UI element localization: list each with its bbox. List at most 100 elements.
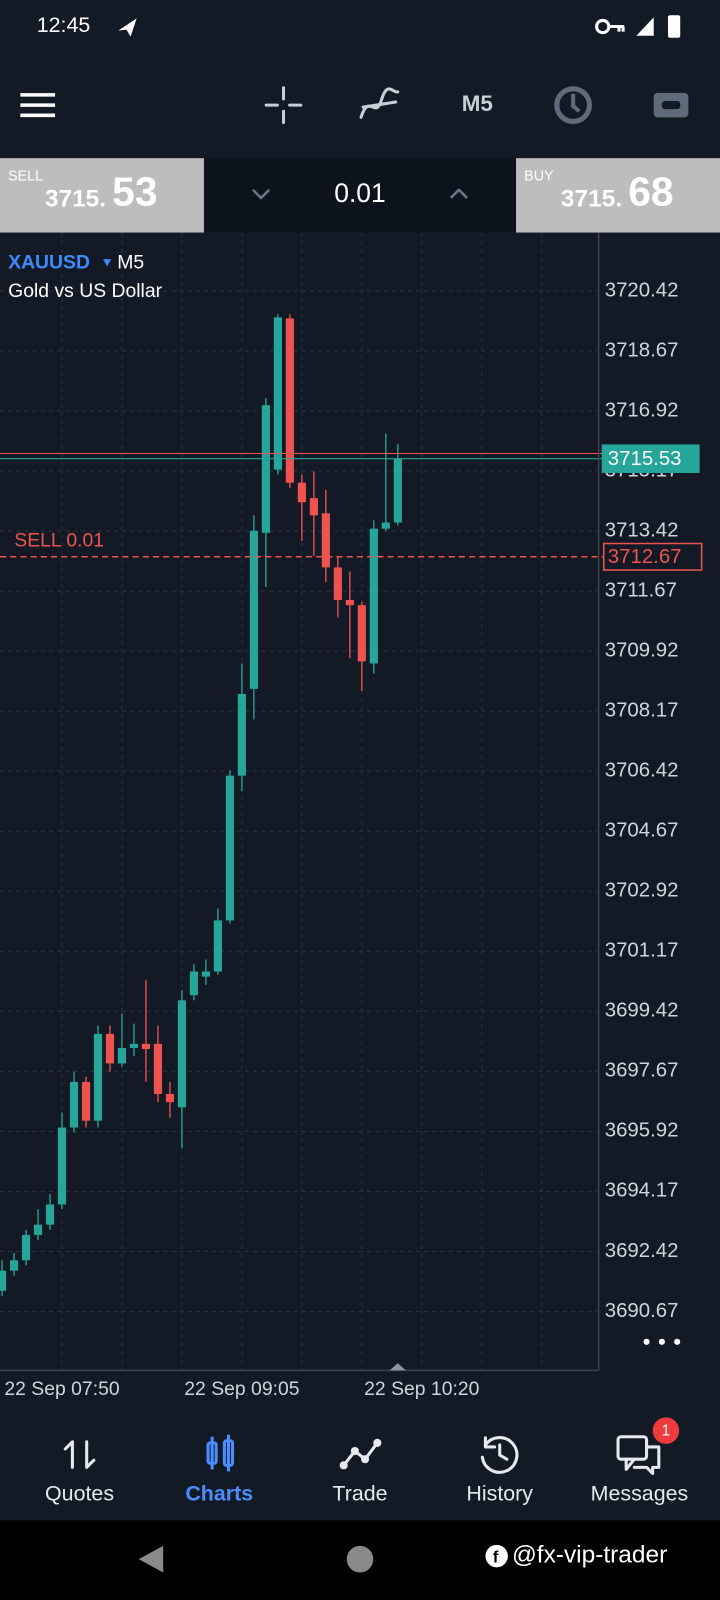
candle-body: [177, 1000, 187, 1108]
x-tick-label: 22 Sep 10:20: [364, 1378, 479, 1400]
buy-label: BUY: [524, 168, 554, 184]
grid: [0, 232, 599, 1371]
volume-down[interactable]: [252, 188, 271, 200]
y-tick-label: 3706.42: [605, 760, 679, 782]
candle-body: [369, 528, 378, 664]
quotes-icon: [63, 1440, 96, 1469]
volume[interactable]: 0.01: [334, 178, 386, 208]
candle-body: [189, 971, 199, 996]
sell-button[interactable]: [0, 158, 204, 233]
candle-body: [141, 1043, 151, 1050]
indicators-button[interactable]: [359, 87, 400, 119]
y-tick-label: 3718.67: [605, 339, 679, 361]
y-tick-label: 3704.67: [605, 820, 679, 842]
nav-bar: Quotes Charts Trade History Messages: [45, 1482, 688, 1506]
candle-body: [117, 1047, 127, 1064]
candle-body: [273, 317, 282, 470]
candle-body: [93, 1033, 103, 1121]
y-tick-label: 3695.92: [605, 1120, 679, 1142]
more-dots[interactable]: [643, 1338, 681, 1345]
candles: SELL 0.01: [0, 314, 700, 1296]
candle-body: [81, 1081, 91, 1121]
buy-button[interactable]: [516, 158, 720, 233]
timeframe-button[interactable]: M5: [462, 91, 493, 116]
y-tick-label: 3709.92: [605, 640, 679, 662]
nav-bg: [0, 1423, 720, 1521]
candle-body: [0, 1270, 7, 1291]
candle-body: [297, 482, 306, 503]
sell-price-main: 3715.: [45, 185, 106, 212]
candle-body: [333, 567, 342, 601]
back-button[interactable]: [138, 1545, 164, 1573]
y-tick-label: 3694.17: [605, 1180, 679, 1202]
y-tick-label: 3692.42: [605, 1240, 679, 1262]
menu-button[interactable]: [20, 93, 56, 118]
candle-body: [357, 605, 366, 662]
candle-body: [45, 1204, 55, 1225]
crosshair-button[interactable]: [264, 86, 303, 124]
candle-body: [321, 513, 330, 568]
candle-body: [345, 600, 354, 606]
watermark: @fx-vip-trader: [512, 1542, 667, 1569]
candle-body: [225, 775, 234, 921]
y-tick-label: 3713.42: [605, 519, 679, 541]
candle-body: [309, 498, 318, 516]
candle-body: [213, 920, 222, 972]
charts-icon: [206, 1434, 235, 1472]
candle-body: [285, 318, 294, 483]
facebook-glyph: f: [493, 1548, 499, 1566]
candle-body: [129, 1043, 139, 1048]
nav-item[interactable]: Quotes: [45, 1482, 114, 1506]
candle-body: [381, 522, 390, 529]
y-tick-label: 3720.42: [605, 279, 679, 301]
bid-label-bg: [601, 444, 700, 473]
position-price: 3712.67: [608, 546, 682, 568]
y-tick-label: 3701.17: [605, 940, 679, 962]
facebook-icon: [485, 1544, 508, 1568]
y-tick-label: 3690.67: [605, 1300, 679, 1322]
nav-item[interactable]: Charts: [185, 1482, 253, 1506]
y-tick-label: 3711.67: [605, 579, 677, 601]
scroll-marker: [389, 1363, 406, 1371]
link-button[interactable]: [653, 92, 689, 118]
price-labels: 3720.423718.673716.923715.173713.423711.…: [4, 279, 703, 1400]
y-tick-label: 3697.67: [605, 1060, 679, 1082]
nav-item[interactable]: Messages: [591, 1482, 689, 1506]
candle-body: [57, 1127, 67, 1205]
y-tick-label: 3716.92: [605, 399, 679, 421]
buy-price-big: 68: [628, 169, 673, 215]
chart-bg: [0, 232, 720, 1424]
candle-body: [393, 458, 402, 523]
y-tick-label: 3699.42: [605, 1000, 679, 1022]
status-icons: [595, 15, 681, 38]
x-tick-label: 22 Sep 09:05: [184, 1378, 299, 1400]
buy-price-main: 3715.: [561, 185, 622, 212]
candle-body: [165, 1093, 175, 1103]
nav-item[interactable]: Trade: [332, 1482, 387, 1506]
sell-label: SELL: [8, 168, 43, 184]
telegram-icon: [118, 18, 137, 37]
symbol-dropdown[interactable]: [103, 259, 112, 267]
symbol[interactable]: XAUUSD: [8, 251, 90, 273]
volume-up[interactable]: [449, 187, 468, 199]
sell-price-big: 53: [112, 169, 157, 215]
badge: [652, 1417, 680, 1444]
candle-body: [69, 1081, 79, 1128]
nav-item[interactable]: History: [466, 1482, 533, 1506]
position-price-bg: [602, 542, 703, 571]
history-icon: [480, 1436, 519, 1474]
candle-body: [33, 1224, 43, 1235]
candle-body: [153, 1043, 163, 1094]
chart-timeframe: M5: [117, 251, 144, 273]
candle-body: [201, 971, 211, 977]
badge-count: 1: [662, 1423, 671, 1440]
candle-body: [9, 1260, 19, 1271]
home-button[interactable]: [346, 1545, 374, 1573]
clock: 12:45: [37, 13, 91, 37]
x-tick-label: 22 Sep 07:50: [4, 1378, 119, 1400]
y-tick-label: 3708.17: [605, 700, 679, 722]
trade-icon: [339, 1438, 382, 1470]
clock-button[interactable]: [554, 86, 593, 124]
